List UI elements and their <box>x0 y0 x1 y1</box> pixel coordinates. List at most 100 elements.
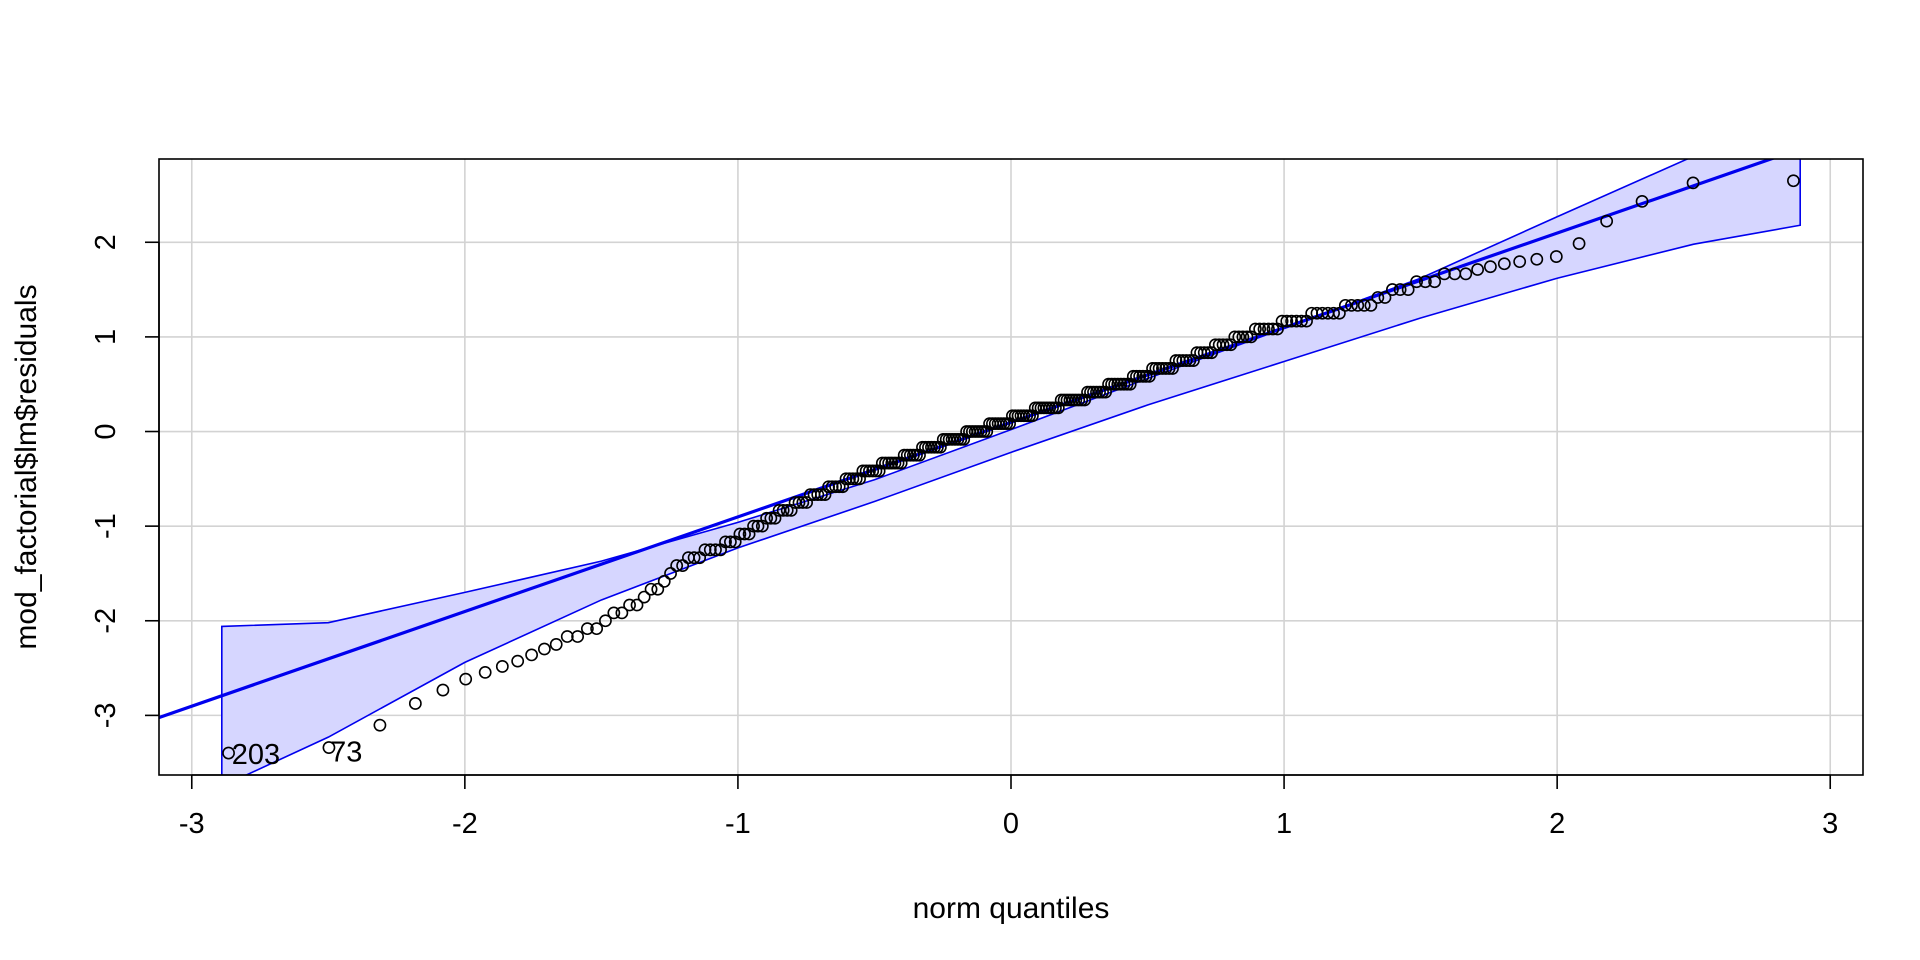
data-point <box>856 464 870 478</box>
data-point <box>1327 306 1340 320</box>
data-point <box>222 746 235 760</box>
data-point <box>436 683 450 697</box>
data-point <box>1159 362 1173 375</box>
data-point <box>1338 298 1352 312</box>
y-axis-title: mod_factorial$lm$residuals <box>10 284 43 649</box>
data-point <box>1183 354 1197 367</box>
data-point <box>829 480 843 494</box>
data-point <box>768 511 782 525</box>
data-point <box>747 519 760 533</box>
data-point <box>1428 275 1442 289</box>
data-point <box>1142 369 1156 383</box>
data-point <box>776 503 790 517</box>
data-point <box>495 660 509 673</box>
y-tick-label-4: 1 <box>90 329 122 345</box>
data-point <box>832 480 846 494</box>
data-point <box>1285 314 1298 328</box>
data-point <box>1166 362 1179 375</box>
data-points <box>222 174 1800 760</box>
data-point <box>1549 250 1563 263</box>
data-point <box>1357 298 1371 312</box>
data-point <box>1345 298 1358 312</box>
data-point <box>913 448 926 462</box>
data-point <box>859 464 873 478</box>
data-point <box>1600 214 1614 228</box>
data-point <box>1371 291 1385 304</box>
x-tick-label-6: 3 <box>1822 808 1838 840</box>
data-point <box>623 598 636 612</box>
data-point <box>815 488 828 501</box>
data-point <box>599 614 612 628</box>
y-tick-label-3: 0 <box>90 423 122 439</box>
data-point <box>1635 194 1649 208</box>
data-point <box>1123 377 1137 391</box>
data-point <box>1152 362 1166 375</box>
data-point <box>1149 362 1163 375</box>
data-point <box>733 527 747 541</box>
data-point <box>1224 338 1238 352</box>
data-point <box>751 519 765 533</box>
data-point <box>1244 330 1258 344</box>
data-point <box>1162 362 1176 375</box>
data-point <box>885 456 899 470</box>
data-point <box>1120 377 1134 391</box>
data-point <box>780 503 794 517</box>
data-point <box>875 456 889 470</box>
data-point <box>1099 385 1112 399</box>
data-point <box>1686 176 1700 190</box>
data-point <box>811 488 825 501</box>
data-point <box>724 535 737 549</box>
data-point <box>657 574 671 588</box>
data-point <box>615 606 629 620</box>
data-point <box>1787 174 1800 188</box>
data-point <box>843 472 856 486</box>
data-point <box>1228 330 1242 344</box>
data-point <box>590 622 604 636</box>
data-point <box>664 567 677 580</box>
point-label-1: 73 <box>330 736 362 768</box>
data-point <box>846 472 860 486</box>
data-point <box>1386 283 1399 296</box>
data-point <box>651 582 665 596</box>
data-point <box>1471 263 1485 276</box>
data-point <box>869 464 883 478</box>
data-point <box>1483 260 1497 274</box>
data-point <box>1179 354 1193 367</box>
data-point <box>849 472 863 486</box>
data-point <box>1130 369 1143 383</box>
data-point <box>760 511 774 525</box>
y-axis: -3 -2 -1 0 1 2 <box>90 234 160 728</box>
data-point <box>670 559 684 572</box>
data-point <box>792 496 806 509</box>
data-point <box>1114 377 1128 391</box>
data-point <box>853 472 866 486</box>
y-tick-label-0: -3 <box>90 702 122 728</box>
data-point <box>408 697 422 710</box>
data-point <box>1280 314 1294 328</box>
x-tick-label-5: 2 <box>1549 808 1565 840</box>
data-point <box>703 543 717 557</box>
data-point <box>839 472 853 486</box>
data-point <box>644 582 658 596</box>
data-point <box>459 672 473 686</box>
data-point <box>1136 369 1150 383</box>
data-point <box>1257 322 1271 336</box>
data-point <box>1236 330 1250 344</box>
x-axis: -3 -2 -1 0 1 2 3 <box>179 774 1838 840</box>
y-tick-label-1: -2 <box>90 608 122 634</box>
data-point <box>1530 252 1544 266</box>
data-point <box>1201 346 1215 360</box>
data-point <box>373 718 387 732</box>
data-point <box>1197 346 1211 360</box>
data-point <box>1401 283 1415 296</box>
data-point <box>1126 369 1140 383</box>
data-point <box>1248 322 1262 336</box>
x-tick-label-2: -1 <box>725 808 751 840</box>
data-point <box>637 590 651 604</box>
data-point <box>1139 369 1153 383</box>
data-point <box>894 456 908 470</box>
reference-line-group <box>159 159 1776 720</box>
data-point <box>1187 354 1200 367</box>
data-point <box>818 488 832 501</box>
data-point <box>1437 267 1451 281</box>
